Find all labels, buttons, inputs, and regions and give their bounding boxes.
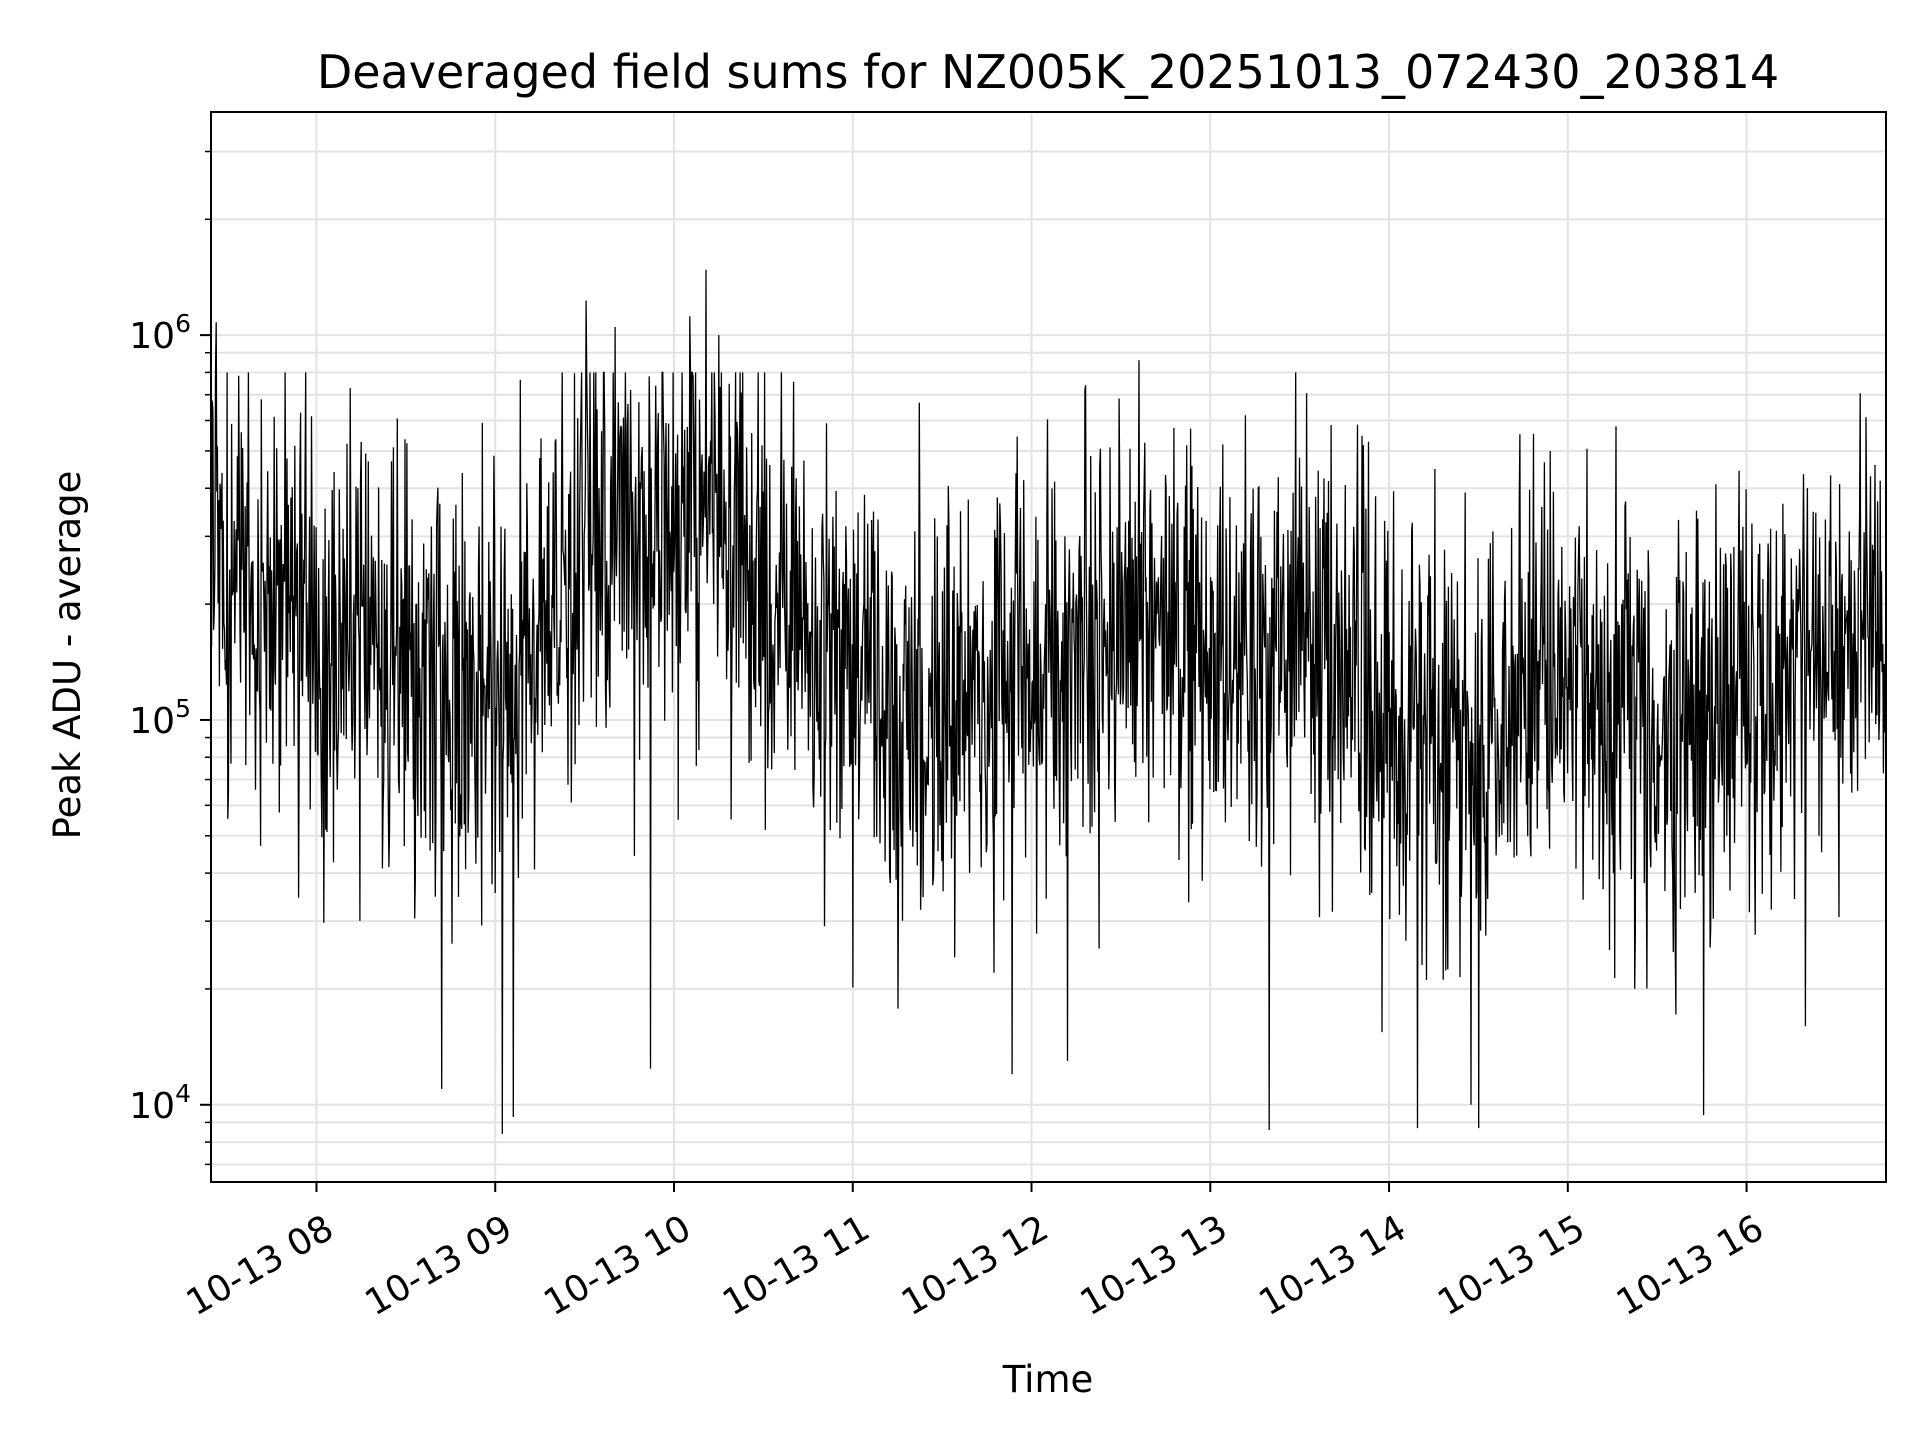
y-axis-label: Peak ADU - average bbox=[46, 471, 89, 840]
plot-frame bbox=[210, 111, 1887, 1183]
y-tick-label: 106 bbox=[129, 309, 191, 357]
series-layer bbox=[210, 269, 1887, 1134]
y-tick-label: 105 bbox=[129, 694, 191, 742]
x-axis-label: Time bbox=[1002, 1358, 1094, 1401]
y-axis: 104 105 106 bbox=[129, 150, 211, 1166]
chart-title: Deaveraged field sums for NZ005K_2025101… bbox=[317, 45, 1779, 99]
y-tick-label: 104 bbox=[129, 1079, 191, 1127]
series-line bbox=[210, 269, 1887, 1134]
